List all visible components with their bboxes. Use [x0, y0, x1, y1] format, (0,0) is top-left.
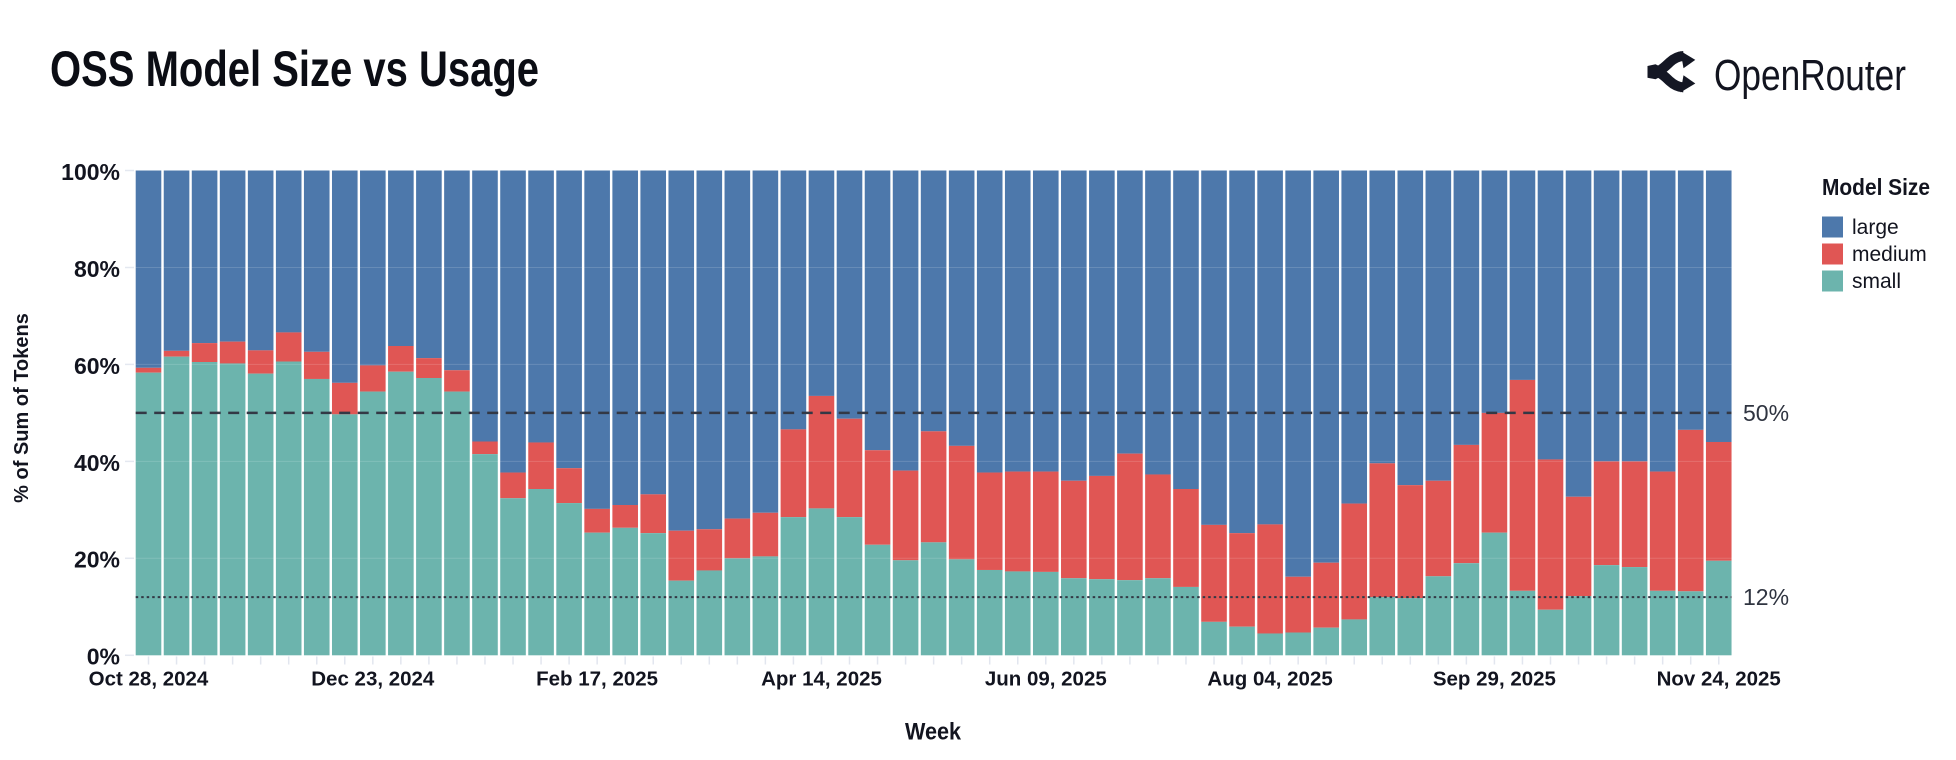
svg-text:60%: 60% [74, 353, 120, 379]
svg-text:40%: 40% [74, 450, 120, 476]
svg-text:Apr 14, 2025: Apr 14, 2025 [761, 668, 882, 691]
svg-text:Dec 23, 2024: Dec 23, 2024 [311, 668, 435, 691]
svg-text:12%: 12% [1743, 584, 1789, 610]
svg-text:Model Size: Model Size [1822, 174, 1930, 200]
svg-text:OSS Model Size vs Usage: OSS Model Size vs Usage [50, 41, 539, 97]
svg-text:Sep 29, 2025: Sep 29, 2025 [1433, 668, 1556, 691]
svg-text:small: small [1852, 270, 1901, 293]
svg-text:OpenRouter: OpenRouter [1714, 51, 1906, 100]
svg-text:large: large [1852, 216, 1899, 239]
svg-text:% of Sum of Tokens: % of Sum of Tokens [11, 313, 33, 503]
svg-text:medium: medium [1852, 243, 1927, 266]
svg-text:Oct 28, 2024: Oct 28, 2024 [89, 668, 209, 691]
svg-text:80%: 80% [74, 256, 120, 282]
svg-text:Week: Week [905, 719, 962, 746]
svg-text:100%: 100% [61, 159, 120, 185]
svg-text:50%: 50% [1743, 400, 1789, 426]
svg-text:Feb 17, 2025: Feb 17, 2025 [536, 668, 658, 691]
svg-text:Jun 09, 2025: Jun 09, 2025 [985, 668, 1107, 691]
svg-text:Aug 04, 2025: Aug 04, 2025 [1207, 668, 1332, 691]
svg-text:Nov 24, 2025: Nov 24, 2025 [1657, 668, 1781, 691]
svg-text:0%: 0% [87, 644, 120, 670]
svg-text:20%: 20% [74, 547, 120, 573]
